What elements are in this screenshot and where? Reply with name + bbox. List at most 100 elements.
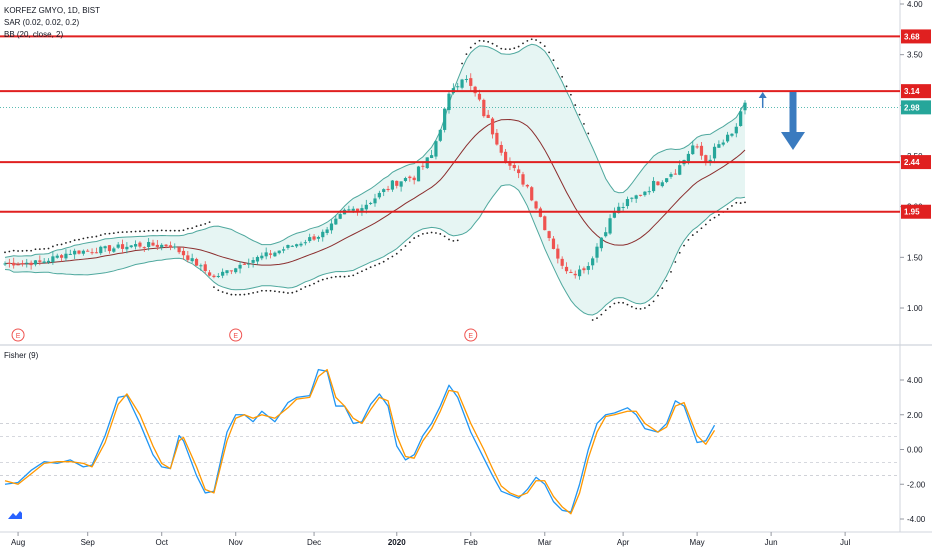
candle-body xyxy=(281,249,286,251)
level-label: 3.68 xyxy=(904,32,920,41)
sar-dot xyxy=(347,275,350,278)
sar-dot xyxy=(247,292,250,295)
sar-dot xyxy=(569,93,572,96)
sar-dot xyxy=(543,45,546,47)
sar-dot xyxy=(478,39,481,42)
candle-body xyxy=(277,250,281,254)
bb-basis xyxy=(4,119,746,266)
candle-body xyxy=(712,146,717,159)
sar-dot xyxy=(382,260,385,263)
earnings-marker[interactable] xyxy=(229,328,243,342)
candle-body xyxy=(508,161,512,166)
candle-body xyxy=(512,165,516,169)
earnings-marker[interactable] xyxy=(464,328,478,342)
sar-dot xyxy=(400,248,403,251)
sar-dot xyxy=(30,249,33,252)
candle-body xyxy=(355,208,360,212)
price-tick-label: 1.00 xyxy=(907,304,923,313)
candle-body xyxy=(16,264,20,266)
candle-body xyxy=(604,232,608,237)
sar-dot xyxy=(60,243,63,246)
sar-dot xyxy=(609,305,611,308)
sar-dot xyxy=(199,224,202,227)
sar-dot xyxy=(139,230,141,233)
candle-body xyxy=(112,248,116,252)
sar-dot xyxy=(65,242,67,244)
sar-dot xyxy=(591,319,594,321)
time-tick-label: Aug xyxy=(11,538,25,547)
sar-dot xyxy=(343,275,346,278)
legend-symbol[interactable]: KORFEZ GMYO, 1D, BIST xyxy=(4,6,101,15)
bb-fill-area xyxy=(5,44,745,315)
level-label: 1.95 xyxy=(904,208,920,217)
candle-body xyxy=(116,244,120,248)
candle-body xyxy=(477,93,482,100)
candle-body xyxy=(634,195,638,199)
candle-body xyxy=(103,246,107,249)
fisher-line xyxy=(4,368,716,513)
candle-body xyxy=(608,218,612,234)
sar-dot xyxy=(517,45,520,48)
sar-dot xyxy=(226,292,228,295)
sar-dot xyxy=(8,250,11,253)
sar-dot xyxy=(125,231,128,233)
sar-dot xyxy=(535,39,537,41)
candle-body xyxy=(577,269,582,277)
earnings-marker[interactable] xyxy=(11,328,25,342)
candle-body xyxy=(595,246,599,258)
candle-body xyxy=(625,199,630,207)
sar-dot xyxy=(548,51,551,54)
candle-body xyxy=(543,216,547,231)
sar-dot xyxy=(713,216,716,219)
candle-body xyxy=(347,209,351,211)
sar-dot xyxy=(487,40,490,43)
candle-body xyxy=(660,182,664,187)
candle-body xyxy=(630,197,634,199)
time-tick-label: Jun xyxy=(765,538,778,547)
last-price-label-bg xyxy=(901,100,931,115)
candle-body xyxy=(73,250,77,255)
candle-body xyxy=(464,78,469,80)
sar-dot xyxy=(678,251,681,254)
candle-body xyxy=(168,245,173,248)
sar-dot xyxy=(526,39,529,42)
legend-sar[interactable]: SAR (0.02, 0.02, 0.2) xyxy=(4,18,80,27)
candle-body xyxy=(303,242,307,244)
sar-dot xyxy=(239,293,241,296)
candle-body xyxy=(90,252,94,254)
candle-body xyxy=(717,144,721,148)
sar-dot xyxy=(726,208,729,210)
sar-dot xyxy=(112,232,115,234)
candle-body xyxy=(521,174,525,185)
candle-body xyxy=(242,263,247,265)
sar-dot xyxy=(426,232,429,235)
sar-dot xyxy=(130,230,133,233)
candle-body xyxy=(238,264,242,269)
sar-dot xyxy=(191,227,194,230)
sar-dot xyxy=(626,303,629,306)
candle-body xyxy=(421,165,425,167)
candle-body xyxy=(473,86,477,94)
sar-dot xyxy=(443,235,446,238)
sar-dot xyxy=(12,249,15,252)
fisher-tick-label: 2.00 xyxy=(907,411,923,420)
sar-dot xyxy=(17,250,19,252)
candle-body xyxy=(68,253,72,255)
candle-body xyxy=(234,268,238,273)
candle-body xyxy=(46,260,51,263)
legend-bb[interactable]: BB (20, close, 2) xyxy=(4,30,64,39)
sar-dot xyxy=(378,262,381,265)
candle-body xyxy=(517,169,521,174)
arrow-down-head xyxy=(781,132,805,150)
legend-fisher[interactable]: Fisher (9) xyxy=(4,351,39,360)
earnings-marker-label: E xyxy=(468,333,473,340)
candle-body xyxy=(556,248,560,259)
candle-body xyxy=(395,180,399,186)
earnings-marker-label: E xyxy=(233,333,238,340)
candle-body xyxy=(133,244,138,247)
candle-body xyxy=(651,180,656,192)
candle-body xyxy=(547,231,551,239)
sar-dot xyxy=(430,231,433,234)
sar-dot xyxy=(735,201,738,204)
